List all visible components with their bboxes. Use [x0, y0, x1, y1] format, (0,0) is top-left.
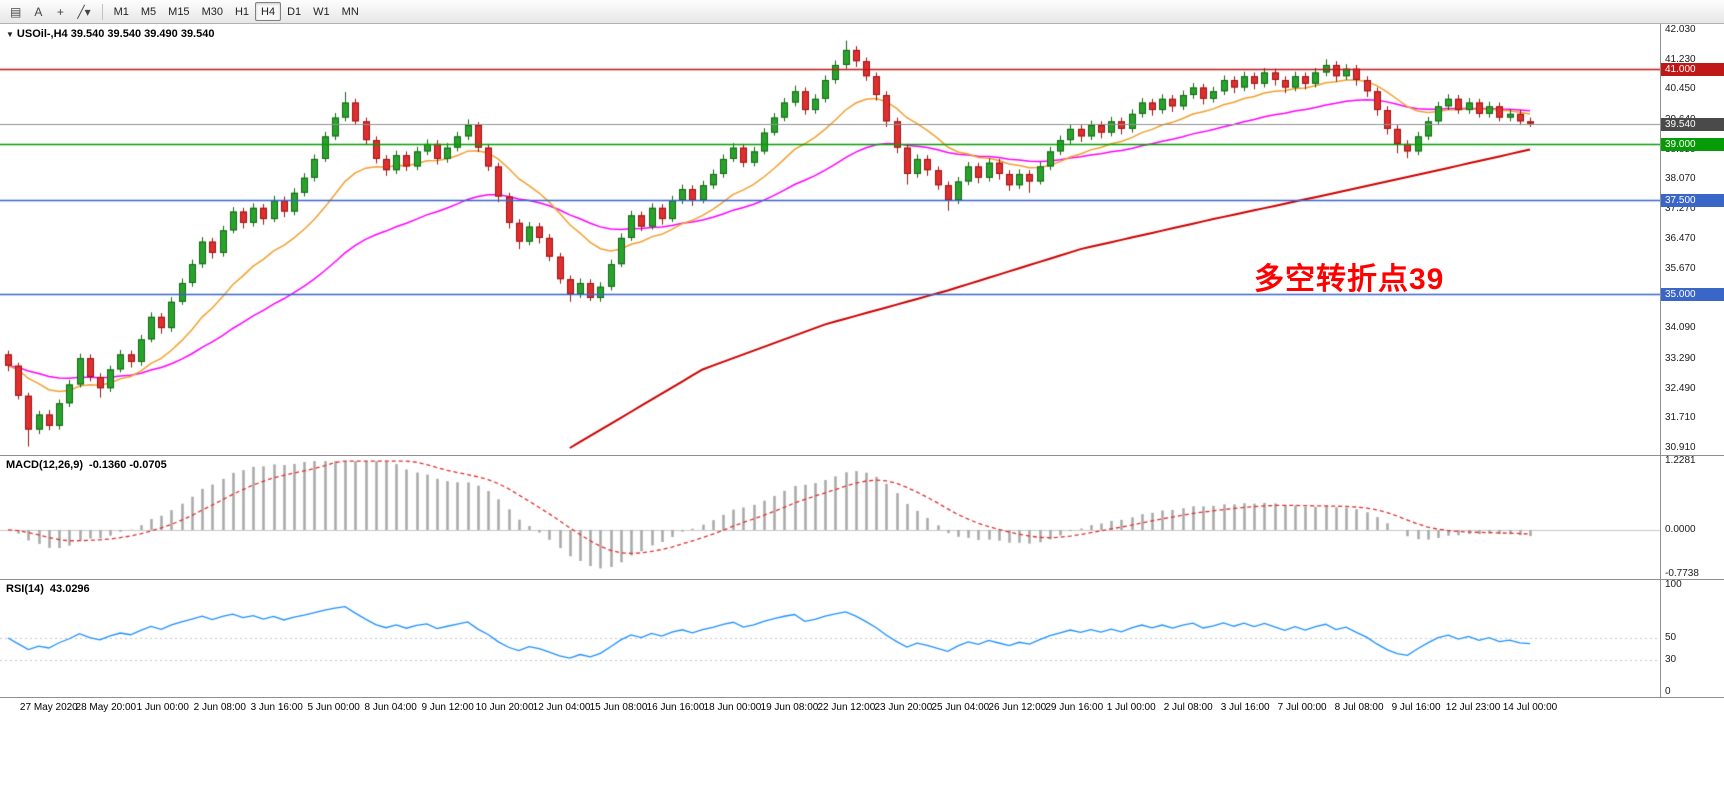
time-axis[interactable]: 27 May 2020 28 May 20:00 1 Jun 00:00 2 Jun … — [0, 698, 1660, 718]
crosshair-tool-icon[interactable]: + — [56, 4, 64, 19]
time-label: 12 Jul 23:00 — [1445, 702, 1501, 713]
timeframe-m5-button[interactable]: M5 — [140, 5, 157, 18]
price-scale[interactable]: 42.03041.23040.45039.64038.85038.07037.2… — [1660, 24, 1724, 455]
price-tick-40.450: 40.450 — [1665, 83, 1696, 95]
collapse-icon[interactable]: ▼ — [6, 30, 14, 39]
ohlc-values: 39.540 39.540 39.490 39.540 — [70, 28, 215, 40]
draw-tools-icon[interactable]: ╱▾ — [77, 4, 91, 19]
rsi-tick-30: 30 — [1665, 653, 1677, 665]
price-tick-34.090: 34.090 — [1665, 322, 1696, 334]
macd-tick-1.2281: 1.2281 — [1665, 455, 1696, 466]
price-tick-41.230: 41.230 — [1665, 54, 1696, 66]
chart-ohlc-header: ▼ USOil-,H4 39.540 39.540 39.490 39.540 — [6, 28, 214, 40]
price-badge-39.000: 39.000 — [1661, 137, 1724, 151]
toolbar: ▤ A + ╱▾ M1 M5 M15 M30 H1 H4 D1 W1 MN — [0, 0, 1724, 24]
macd-tick--0.7738: -0.7738 — [1665, 568, 1699, 579]
price-tick-32.490: 32.490 — [1665, 382, 1696, 394]
symbol-period-label: USOil-,H4 — [16, 28, 68, 40]
time-label: 8 Jul 08:00 — [1334, 702, 1384, 713]
time-label: 19 Jun 08:00 — [760, 702, 819, 713]
macd-canvas[interactable] — [0, 456, 1660, 578]
timeframe-m30-button[interactable]: M30 — [201, 5, 223, 18]
price-badge-37.500: 37.500 — [1661, 194, 1724, 208]
time-label: 2 Jul 08:00 — [1163, 702, 1213, 713]
rsi-tick-100: 100 — [1665, 579, 1682, 590]
time-label: 7 Jul 00:00 — [1277, 702, 1327, 713]
price-chart-canvas[interactable] — [0, 24, 1660, 454]
time-label: 25 Jun 04:00 — [931, 702, 990, 713]
time-label: 1 Jul 00:00 — [1106, 702, 1156, 713]
rsi-scale[interactable]: 100 50 30 0 — [1660, 580, 1724, 697]
timeframe-button-group: M1 M5 M15 M30 H1 H4 D1 W1 MN — [108, 2, 365, 21]
time-label: 15 Jun 08:00 — [589, 702, 648, 713]
price-tick-30.910: 30.910 — [1665, 442, 1696, 453]
toolbar-separator — [101, 3, 103, 20]
time-label: 10 Jun 20:00 — [475, 702, 534, 713]
time-label: 8 Jun 04:00 — [364, 702, 417, 713]
chart-annotation-text: 多空转折点39 — [1254, 263, 1445, 296]
timeframe-m1-button[interactable]: M1 — [113, 5, 129, 18]
time-label: 3 Jul 16:00 — [1220, 702, 1270, 713]
macd-title: MACD(12,26,9) — [6, 459, 84, 471]
price-badge-35.000: 35.000 — [1661, 288, 1724, 302]
timeframe-m15-button[interactable]: M15 — [168, 5, 190, 18]
rsi-tick-50: 50 — [1665, 632, 1677, 643]
timeframe-h1-button[interactable]: H1 — [234, 5, 250, 18]
macd-scale[interactable]: 1.2281 0.0000 -0.7738 — [1660, 456, 1724, 579]
time-label: 28 May 20:00 — [75, 702, 137, 713]
rsi-tick-0: 0 — [1665, 686, 1671, 697]
time-label: 2 Jun 08:00 — [193, 702, 246, 713]
timeframe-d1-button[interactable]: D1 — [287, 5, 302, 18]
price-tick-31.710: 31.710 — [1665, 411, 1696, 423]
time-label: 14 Jul 00:00 — [1502, 702, 1558, 713]
toolbar-icon-group: ▤ A + ╱▾ — [4, 2, 97, 21]
timeframe-w1-button[interactable]: W1 — [313, 5, 330, 18]
timeframe-mn-button[interactable]: MN — [341, 5, 359, 18]
price-badge-39.540: 39.540 — [1661, 117, 1724, 131]
timeframe-h4-button[interactable]: H4 — [255, 2, 282, 21]
price-tick-35.670: 35.670 — [1665, 263, 1696, 275]
time-label: 3 Jun 16:00 — [250, 702, 303, 713]
macd-tick-0.0000: 0.0000 — [1665, 523, 1696, 535]
chart-type-icon[interactable]: ▤ — [10, 4, 22, 19]
macd-values: -0.1360 -0.0705 — [89, 459, 167, 471]
time-label: 5 Jun 00:00 — [307, 702, 360, 713]
chart-window: ▼ USOil-,H4 39.540 39.540 39.490 39.540 多… — [0, 24, 1724, 792]
rsi-panel: RSI(14) 43.0296 100 50 30 0 — [0, 580, 1724, 698]
time-label: 9 Jun 12:00 — [421, 702, 474, 713]
time-label: 27 May 2020 — [19, 702, 78, 713]
price-chart-panel: ▼ USOil-,H4 39.540 39.540 39.490 39.540 多… — [0, 24, 1724, 456]
rsi-value: 43.0296 — [49, 583, 90, 595]
time-label: 16 Jun 16:00 — [646, 702, 705, 713]
price-badge-41.000: 41.000 — [1661, 62, 1724, 76]
time-label: 22 Jun 12:00 — [817, 702, 876, 713]
time-label: 29 Jun 16:00 — [1045, 702, 1104, 713]
rsi-label: RSI(14) 43.0296 — [6, 583, 90, 595]
macd-panel: MACD(12,26,9) -0.1360 -0.0705 1.2281 0.000… — [0, 456, 1724, 580]
time-label: 18 Jun 00:00 — [703, 702, 762, 713]
price-tick-42.030: 42.030 — [1665, 24, 1696, 35]
cursor-tool-icon[interactable]: A — [34, 4, 43, 19]
time-label: 23 Jun 20:00 — [874, 702, 933, 713]
price-tick-36.470: 36.470 — [1665, 233, 1696, 244]
time-label: 1 Jun 00:00 — [136, 702, 189, 713]
rsi-canvas[interactable] — [0, 580, 1660, 696]
rsi-title: RSI(14) — [6, 583, 44, 595]
time-label: 12 Jun 04:00 — [532, 702, 591, 713]
price-tick-38.070: 38.070 — [1665, 172, 1696, 184]
macd-label: MACD(12,26,9) -0.1360 -0.0705 — [6, 459, 167, 471]
price-tick-33.290: 33.290 — [1665, 352, 1696, 364]
time-label: 9 Jul 16:00 — [1391, 702, 1441, 713]
price-tick-37.270: 37.270 — [1665, 202, 1696, 214]
time-label: 26 Jun 12:00 — [988, 702, 1047, 713]
